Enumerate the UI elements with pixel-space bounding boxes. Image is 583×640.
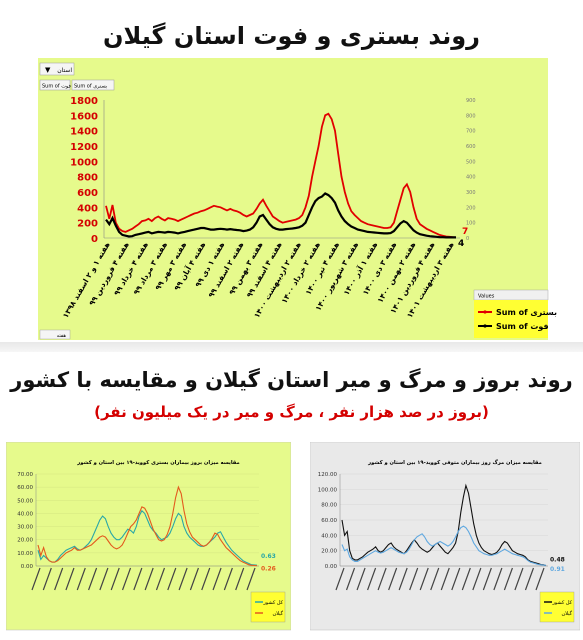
filter-icon: ▼	[45, 66, 51, 74]
end-label-deaths: 4	[458, 239, 464, 249]
panel-y-tick-6: 120.00	[318, 472, 338, 478]
panel-y-tick-7: 70.00	[17, 472, 33, 478]
y-tick-label-left-3: 600	[77, 188, 98, 199]
panel-legend-label-0: کل کشور	[262, 600, 283, 606]
y-tick-label-left-6: 1200	[70, 142, 98, 153]
y-tick-label-right-5: 500	[466, 159, 476, 165]
y-tick-label-right-4: 400	[466, 175, 476, 181]
header-label-right: Sum of بستری	[74, 84, 107, 90]
top-chart: استان▼Sum of فوت Sum of بستری020040060080…	[0, 58, 583, 348]
y-tick-label-left-5: 1000	[70, 157, 98, 168]
panel-y-tick-1: 20.00	[321, 549, 337, 555]
y-tick-label-left-8: 1600	[70, 111, 98, 122]
panel-y-tick-3: 60.00	[321, 518, 337, 524]
panel-y-tick-2: 40.00	[321, 533, 337, 539]
panel-end-label-1: 0.91	[550, 566, 565, 573]
panel-y-tick-0: 0.00	[325, 564, 338, 570]
y-tick-label-right-6: 600	[466, 144, 476, 150]
panel-y-tick-1: 10.00	[17, 551, 33, 557]
section-divider	[0, 342, 583, 352]
y-tick-label-right-0: 0	[466, 236, 469, 242]
y-tick-label-right-3: 300	[466, 190, 476, 196]
y-tick-label-right-8: 800	[466, 113, 476, 119]
y-tick-label-left-9: 1800	[70, 96, 98, 107]
bottom-section-title: روند بروز و مرگ و میر استان گیلان و مقای…	[0, 368, 583, 392]
panel-y-tick-4: 80.00	[321, 503, 337, 509]
y-tick-label-left-7: 1400	[70, 127, 98, 138]
bottom-section-subtitle: (بروز در صد هزار نفر ، مرگ و میر در یک م…	[0, 403, 583, 421]
panel-end-label-1: 0.26	[261, 566, 276, 573]
panel-end-label-0: 0.63	[261, 553, 276, 560]
y-tick-label-left-1: 200	[77, 219, 98, 230]
y-tick-label-right-7: 700	[466, 129, 476, 135]
panel-y-tick-5: 50.00	[17, 498, 33, 504]
panel-background	[310, 442, 580, 630]
legend-label-0: Sum of بستری	[496, 308, 557, 317]
legend-label-1: Sum of فوت	[496, 322, 549, 331]
panel-y-tick-4: 40.00	[17, 511, 33, 517]
y-tick-label-right-9: 900	[466, 98, 476, 104]
filter-label: استان	[57, 67, 72, 74]
panel-title: مقایسه میزان مرگ روز بیماران متوفی کووید…	[367, 458, 542, 466]
top-chart-title: روند بستری و فوت استان گیلان	[0, 22, 583, 50]
right-mortality-chart: مقایسه میزان مرگ روز بیماران متوفی کووید…	[310, 442, 580, 632]
header-label-left: Sum of فوت	[42, 84, 72, 90]
panel-y-tick-5: 100.00	[318, 487, 338, 493]
panel-y-tick-2: 20.00	[17, 538, 33, 544]
panel-title: مقایسه میزان بروز بیماران بستری کووید-۱۹…	[76, 460, 239, 466]
panel-legend-box	[540, 592, 574, 622]
left-incidence-chart: مقایسه میزان بروز بیماران بستری کووید-۱۹…	[6, 442, 291, 632]
values-label: Values	[478, 294, 495, 300]
panel-end-label-0: 0.48	[550, 556, 565, 563]
legend-marker-1	[483, 324, 486, 327]
panel-y-tick-6: 60.00	[17, 485, 33, 491]
y-tick-label-left-4: 800	[77, 173, 98, 184]
panel-legend-label-0: کل کشور	[551, 600, 572, 606]
y-tick-label-right-1: 100	[466, 221, 476, 227]
panel-legend-label-1: گیلان	[561, 610, 572, 617]
legend-box	[474, 300, 548, 338]
y-tick-label-left-2: 400	[77, 203, 98, 214]
panel-y-tick-3: 30.00	[17, 525, 33, 531]
y-tick-label-left-0: 0	[91, 234, 98, 245]
panel-legend-label-1: گیلان	[272, 610, 283, 617]
footer-label: هفته	[57, 333, 67, 339]
y-tick-label-right-2: 200	[466, 205, 476, 211]
panel-legend-box	[251, 592, 285, 622]
panel-background	[6, 442, 291, 630]
panel-y-tick-0: 0.00	[21, 564, 34, 570]
end-label-hospitalized: 7	[462, 227, 468, 237]
legend-marker-0	[483, 310, 486, 313]
